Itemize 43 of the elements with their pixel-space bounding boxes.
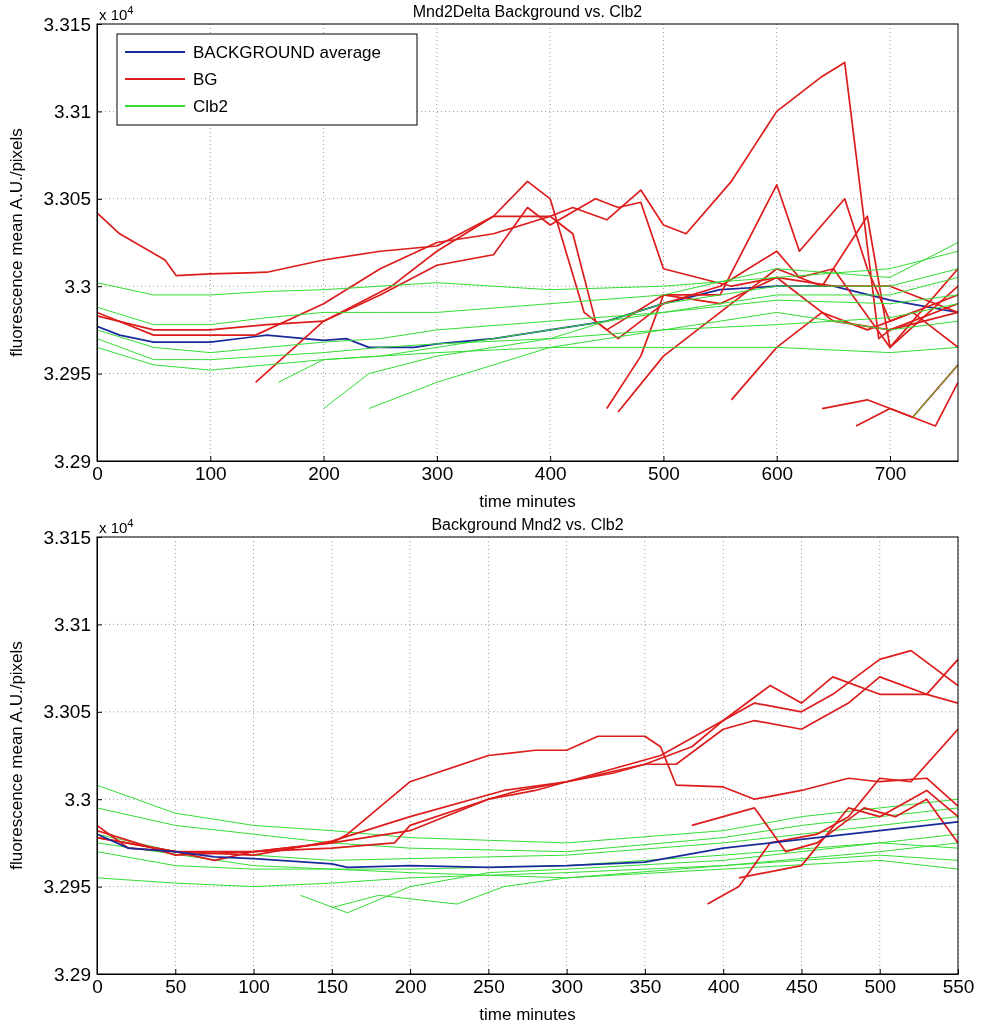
y-tick-label: 3.31 bbox=[54, 613, 91, 635]
x-tick-label: 500 bbox=[648, 463, 680, 485]
y-tick-label: 3.29 bbox=[54, 963, 91, 985]
y-tick-label: 3.295 bbox=[43, 363, 91, 385]
x-tick-label: 350 bbox=[629, 976, 662, 998]
legend-label: BACKGROUND average bbox=[193, 43, 382, 62]
x-tick-label: 50 bbox=[165, 976, 187, 998]
y-tick-label: 3.295 bbox=[43, 876, 91, 898]
y-tick-label: 3.3 bbox=[64, 275, 91, 297]
x-tick-label: 100 bbox=[194, 463, 227, 485]
x-tick-label: 0 bbox=[92, 976, 103, 998]
x-tick-label: 300 bbox=[421, 463, 454, 485]
legend-label: Clb2 bbox=[193, 97, 228, 116]
y-tick-label: 3.315 bbox=[43, 526, 91, 548]
y-tick-label: 3.315 bbox=[43, 13, 91, 35]
x-tick-label: 500 bbox=[864, 976, 897, 998]
y-tick-label: 3.305 bbox=[43, 188, 91, 210]
y-tick-label: 3.31 bbox=[54, 100, 91, 122]
x-tick-label: 550 bbox=[942, 976, 975, 998]
y-axis-title: fluorescence mean A.U./pixels bbox=[7, 641, 26, 870]
x-axis-title: time minutes bbox=[479, 1005, 576, 1024]
y-axis-title: fluorescence mean A.U./pixels bbox=[7, 128, 26, 357]
x-tick-label: 600 bbox=[761, 463, 794, 485]
x-tick-label: 100 bbox=[238, 976, 270, 998]
chart-title: Mnd2Delta Background vs. Clb2 bbox=[412, 3, 643, 20]
x-tick-label: 400 bbox=[534, 463, 567, 485]
y-tick-label: 3.3 bbox=[64, 788, 91, 810]
y-tick-label: 3.29 bbox=[54, 450, 91, 472]
x-tick-label: 0 bbox=[92, 463, 103, 485]
x-tick-label: 450 bbox=[786, 976, 818, 998]
x-axis-title: time minutes bbox=[479, 492, 576, 511]
legend-label: BG bbox=[193, 70, 218, 89]
x-tick-label: 200 bbox=[308, 463, 340, 485]
text: x 10$^{4}$ bbox=[99, 4, 134, 23]
x-tick-label: 700 bbox=[874, 463, 907, 485]
text: x 10$^{4}$ bbox=[99, 517, 134, 536]
y-tick-label: 3.305 bbox=[43, 701, 91, 723]
x-tick-label: 250 bbox=[473, 976, 505, 998]
x-tick-label: 400 bbox=[707, 976, 740, 998]
chart-title: Background Mnd2 vs. Clb2 bbox=[431, 516, 624, 533]
x-tick-label: 150 bbox=[316, 976, 349, 998]
x-tick-label: 200 bbox=[394, 976, 427, 998]
x-tick-label: 300 bbox=[551, 976, 583, 998]
